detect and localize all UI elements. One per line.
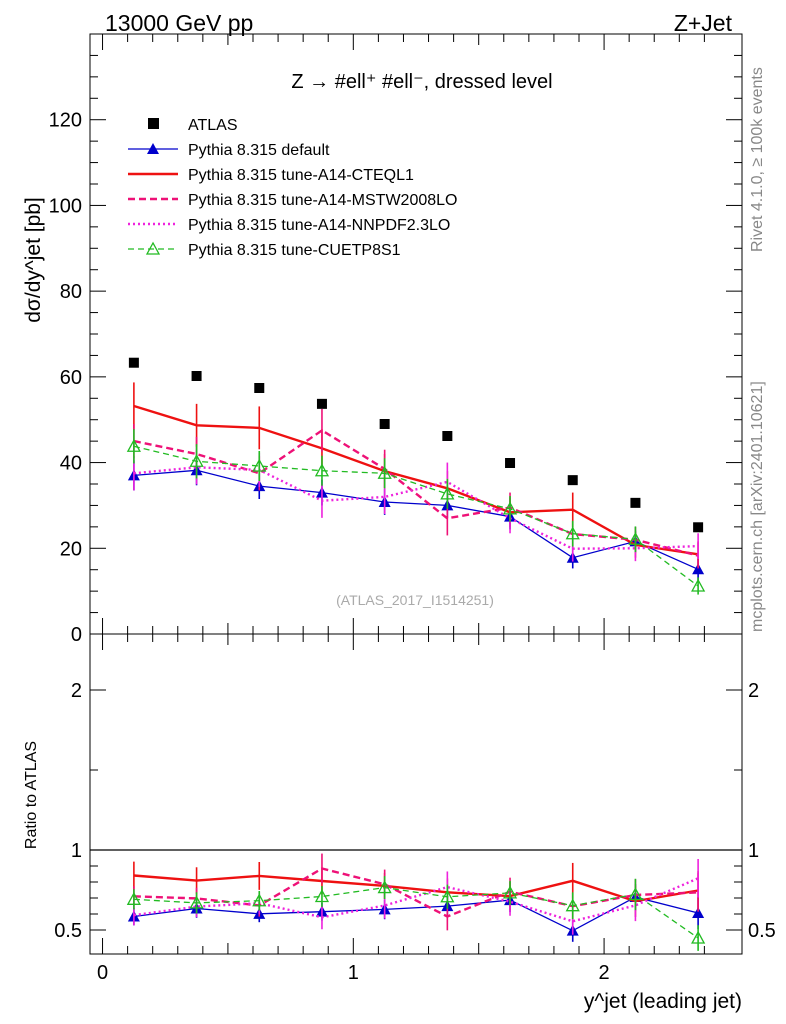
data-point — [505, 458, 516, 468]
rivet-label: Rivet 4.1.0, ≥ 100k events — [749, 67, 766, 252]
y-tick-label: 20 — [60, 538, 82, 560]
cuetp-marker — [691, 578, 706, 592]
cuetp-marker — [377, 880, 392, 894]
plot-title: Z → #ell⁺ #ell⁻, dressed level — [291, 71, 552, 93]
cuetp-marker — [189, 895, 204, 909]
cuetp-marker — [252, 458, 267, 472]
cuetp-marker — [502, 885, 518, 899]
data-point — [254, 383, 265, 393]
cuetp-marker — [314, 463, 330, 477]
cuetp-marker — [502, 501, 518, 515]
ratio-axis-ticks: 0.5 0.51 12 20 1 2 — [54, 34, 776, 984]
process-label: Z+Jet — [674, 10, 733, 36]
ratio-y-tick-label: 2 — [71, 680, 82, 702]
cuetp-marker — [252, 893, 267, 907]
ratio-frame — [89, 633, 743, 955]
ratio-y-tick-label-right: 2 — [748, 680, 759, 702]
y-tick-label: 60 — [60, 367, 82, 389]
y-tick-label: 40 — [60, 453, 82, 475]
data-point — [128, 357, 139, 368]
legend-label: ATLAS — [188, 117, 238, 134]
data-point — [630, 497, 641, 508]
ratio-series-nnpdf — [133, 858, 699, 935]
y-tick-label: 0 — [71, 624, 82, 646]
ratio-series-line — [133, 886, 699, 939]
cuetp-marker — [440, 486, 455, 500]
ratio-series-cuetp — [126, 876, 706, 951]
cuetp-marker — [189, 453, 204, 467]
series-default — [127, 455, 705, 580]
series-cteq — [133, 382, 699, 568]
main-series-group — [126, 357, 706, 595]
legend-label: Pythia 8.315 tune-CUETP8S1 — [188, 242, 401, 259]
series-line — [133, 466, 699, 550]
legend-marker — [148, 118, 159, 129]
default-marker — [692, 906, 705, 918]
x-tick-label: 2 — [599, 962, 610, 984]
legend-item-data: ATLAS — [148, 117, 238, 134]
legend-label: Pythia 8.315 tune-A14-NNPDF2.3LO — [188, 217, 450, 234]
cuetp-marker — [126, 891, 141, 905]
x-tick-label: 0 — [97, 962, 108, 984]
cuetp-marker — [628, 887, 643, 901]
ratio-series-group — [126, 853, 706, 951]
series-line — [133, 445, 699, 587]
ratio-y-tick-label: 1 — [71, 840, 82, 862]
cuetp-marker — [565, 898, 580, 912]
cuetp-marker — [126, 438, 141, 452]
legend-label: Pythia 8.315 tune-A14-CTEQL1 — [188, 167, 414, 184]
data-point — [567, 475, 578, 486]
y-tick-label: 80 — [60, 281, 82, 303]
ratio-y-tick-label-right: 1 — [748, 840, 759, 862]
analysis-watermark: (ATLAS_2017_I1514251) — [336, 592, 494, 608]
cuetp-marker — [377, 465, 392, 479]
legend-item-nnpdf: Pythia 8.315 tune-A14-NNPDF2.3LO — [128, 217, 450, 234]
data-point — [191, 371, 202, 381]
y-tick-label: 120 — [49, 110, 82, 132]
data-point — [693, 522, 704, 533]
series-data — [128, 357, 704, 533]
data-point — [316, 398, 327, 409]
series-line — [133, 469, 699, 570]
data-point — [442, 431, 453, 441]
mcplots-label: mcplots.cern.ch [arXiv:2401.10621] — [749, 381, 766, 632]
series-cuetp — [126, 429, 706, 595]
x-axis-label: y^jet (leading jet) — [584, 990, 742, 1013]
ratio-y-tick-label-right: 0.5 — [748, 920, 776, 942]
cuetp-marker — [440, 889, 455, 903]
ratio-y-tick-label: 0.5 — [54, 920, 82, 942]
cuetp-marker — [145, 241, 161, 255]
legend-label: Pythia 8.315 default — [188, 142, 330, 159]
legend-label: Pythia 8.315 tune-A14-MSTW2008LO — [188, 192, 457, 209]
cuetp-marker — [314, 889, 330, 903]
main-axis-ticks: 0 20 40 60 80 100 120 — [49, 54, 742, 646]
legend-item-cuetp: Pythia 8.315 tune-CUETP8S1 — [128, 241, 401, 259]
ratio-series-line — [133, 877, 699, 923]
series-nnpdf — [133, 450, 699, 562]
series-line — [133, 404, 699, 556]
default-marker — [147, 143, 159, 154]
y-axis-label: dσ/dy^jet [pb] — [22, 197, 45, 323]
default-marker — [692, 563, 705, 575]
ratio-y-axis-label: Ratio to ATLAS — [23, 741, 40, 849]
ratio-series-line — [133, 874, 699, 903]
cuetp-marker — [691, 930, 706, 944]
y-tick-label: 100 — [49, 195, 82, 217]
data-point — [379, 419, 390, 429]
legend-item-cteq: Pythia 8.315 tune-A14-CTEQL1 — [128, 167, 414, 184]
legend: ATLAS Pythia 8.315 default Pythia 8.315 tu… — [128, 117, 457, 259]
x-tick-label: 1 — [348, 962, 359, 984]
cuetp-marker — [565, 526, 580, 540]
cuetp-marker — [628, 531, 643, 545]
energy-label: 13000 GeV pp — [105, 10, 253, 36]
legend-item-default: Pythia 8.315 default — [128, 142, 330, 159]
legend-item-mstw: Pythia 8.315 tune-A14-MSTW2008LO — [128, 192, 457, 209]
